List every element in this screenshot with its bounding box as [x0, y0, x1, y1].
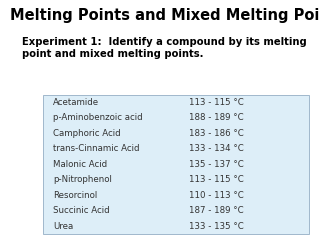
Text: 183 - 186 °C: 183 - 186 °C [189, 129, 244, 138]
Text: p-Aminobenzoic acid: p-Aminobenzoic acid [53, 114, 142, 122]
Text: p-Nitrophenol: p-Nitrophenol [53, 175, 112, 184]
Text: Camphoric Acid: Camphoric Acid [53, 129, 120, 138]
Text: Urea: Urea [53, 222, 73, 231]
Text: Succinic Acid: Succinic Acid [53, 206, 109, 215]
Text: 135 - 137 °C: 135 - 137 °C [189, 160, 244, 169]
FancyBboxPatch shape [43, 95, 309, 234]
Text: 133 - 135 °C: 133 - 135 °C [189, 222, 244, 231]
Text: 110 - 113 °C: 110 - 113 °C [189, 191, 244, 200]
Text: 133 - 134 °C: 133 - 134 °C [189, 144, 244, 153]
Text: Melting Points and Mixed Melting Points: Melting Points and Mixed Melting Points [10, 8, 320, 24]
Text: 188 - 189 °C: 188 - 189 °C [189, 114, 244, 122]
Text: Acetamide: Acetamide [53, 98, 99, 107]
Text: Malonic Acid: Malonic Acid [53, 160, 107, 169]
Text: 113 - 115 °C: 113 - 115 °C [189, 175, 244, 184]
Text: trans-Cinnamic Acid: trans-Cinnamic Acid [53, 144, 139, 153]
Text: Resorcinol: Resorcinol [53, 191, 97, 200]
Text: 113 - 115 °C: 113 - 115 °C [189, 98, 244, 107]
Text: 187 - 189 °C: 187 - 189 °C [189, 206, 244, 215]
Text: Experiment 1:  Identify a compound by its melting
point and mixed melting points: Experiment 1: Identify a compound by its… [22, 37, 307, 59]
